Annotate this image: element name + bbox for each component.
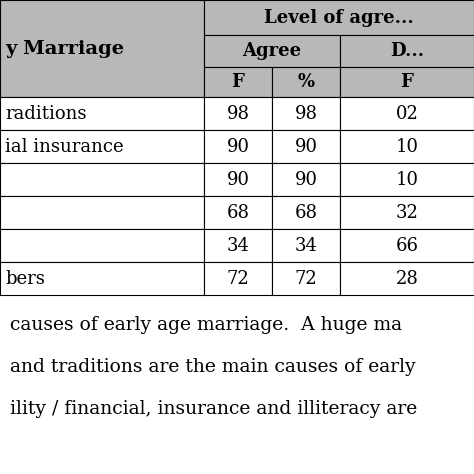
Bar: [0, 0, 204, 97]
Bar: [0, 130, 204, 163]
Bar: [204, 35, 340, 67]
Bar: [340, 67, 474, 97]
Bar: [272, 229, 340, 262]
Text: D...: D...: [390, 42, 424, 60]
Bar: [340, 163, 474, 196]
Text: 68: 68: [227, 203, 249, 221]
Text: raditions: raditions: [5, 104, 86, 122]
Text: ility / financial, insurance and illiteracy are: ility / financial, insurance and illiter…: [10, 400, 417, 418]
Bar: [272, 97, 340, 130]
Text: and traditions are the main causes of early: and traditions are the main causes of ea…: [10, 358, 416, 376]
Bar: [0, 163, 204, 196]
Bar: [272, 262, 340, 295]
Text: 72: 72: [295, 270, 318, 288]
Bar: [340, 196, 474, 229]
Bar: [340, 35, 474, 67]
Text: 28: 28: [396, 270, 419, 288]
Text: 98: 98: [294, 104, 318, 122]
Bar: [340, 97, 474, 130]
Bar: [0, 196, 204, 229]
Bar: [204, 262, 272, 295]
Bar: [272, 196, 340, 229]
Text: 34: 34: [227, 237, 249, 255]
Text: 90: 90: [294, 171, 318, 189]
Bar: [204, 196, 272, 229]
Bar: [272, 163, 340, 196]
Bar: [340, 229, 474, 262]
Text: 90: 90: [227, 137, 249, 155]
Text: 32: 32: [396, 203, 419, 221]
Text: 90: 90: [294, 137, 318, 155]
Text: 72: 72: [227, 270, 249, 288]
Text: F: F: [232, 73, 245, 91]
Bar: [340, 130, 474, 163]
Text: 10: 10: [395, 137, 419, 155]
Text: F: F: [401, 73, 413, 91]
Text: y Marriage: y Marriage: [5, 39, 124, 57]
Bar: [0, 229, 204, 262]
Bar: [204, 229, 272, 262]
Bar: [204, 97, 272, 130]
Bar: [0, 262, 204, 295]
Text: 10: 10: [395, 171, 419, 189]
Text: %: %: [298, 73, 315, 91]
Text: 68: 68: [294, 203, 318, 221]
Text: 66: 66: [395, 237, 419, 255]
Text: 34: 34: [294, 237, 318, 255]
Bar: [340, 262, 474, 295]
Text: ial insurance: ial insurance: [5, 137, 124, 155]
Bar: [204, 67, 272, 97]
Bar: [204, 163, 272, 196]
Text: bers: bers: [5, 270, 45, 288]
Bar: [204, 0, 474, 35]
Bar: [204, 130, 272, 163]
Bar: [272, 67, 340, 97]
Text: 90: 90: [227, 171, 249, 189]
Text: Agree: Agree: [242, 42, 301, 60]
Text: Level of agre...: Level of agre...: [264, 9, 414, 27]
Text: causes of early age marriage.  A huge ma: causes of early age marriage. A huge ma: [10, 316, 402, 334]
Bar: [272, 130, 340, 163]
Bar: [0, 97, 204, 130]
Text: 98: 98: [227, 104, 249, 122]
Text: 02: 02: [396, 104, 419, 122]
